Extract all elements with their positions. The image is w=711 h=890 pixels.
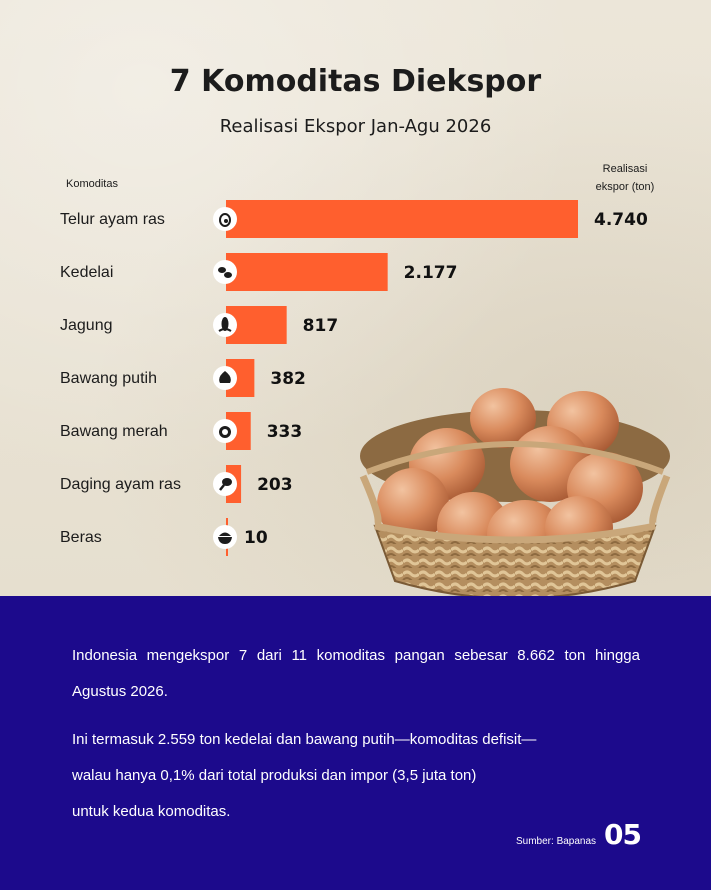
shallot-icon <box>213 419 237 443</box>
value-label: 333 <box>267 422 303 442</box>
bar <box>226 200 578 238</box>
chart-subtitle: Realisasi Ekspor Jan-Agu 2026 <box>219 116 492 137</box>
value-column-header: Realisasi ekspor (ton) <box>580 160 670 196</box>
category-label: Bawang merah <box>60 423 168 440</box>
bar <box>226 253 388 291</box>
egg-basket-illustration <box>359 388 671 622</box>
category-column-header: Komoditas <box>66 178 118 190</box>
summary-paragraph-1: Indonesia mengekspor 7 dari 11 komoditas… <box>72 647 640 700</box>
value-header-line1: Realisasi <box>602 163 648 175</box>
soybean-icon <box>213 260 237 284</box>
egg-icon <box>213 207 237 231</box>
footer-panel <box>0 596 711 890</box>
category-label: Telur ayam ras <box>60 211 165 228</box>
category-label: Daging ayam ras <box>60 476 181 493</box>
paragraph-2-line-2: walau hanya 0,1% dari total produksi dan… <box>72 767 477 784</box>
chicken-leg-icon <box>213 472 237 496</box>
value-header-line2: ekspor (ton) <box>595 181 655 193</box>
value-label: 2.177 <box>404 263 458 283</box>
value-label: 10 <box>244 528 268 548</box>
garlic-icon <box>213 366 237 390</box>
paragraph-2-line-3: untuk kedua komoditas. <box>72 803 231 820</box>
paragraph-2-line-1: Ini termasuk 2.559 ton kedelai dan bawan… <box>72 731 537 748</box>
page-number: 05 <box>604 818 642 851</box>
bar-chart: Telur ayam ras 4.740 Kedelai 2.177 Jagung 817… <box>60 200 648 556</box>
summary-paragraph-2: Ini termasuk 2.559 ton kedelai dan bawan… <box>72 722 640 830</box>
corn-icon <box>213 313 237 337</box>
value-label: 4.740 <box>594 210 648 230</box>
value-label: 203 <box>257 475 293 495</box>
category-label: Kedelai <box>60 264 113 281</box>
source-note: Sumber: Bapanas <box>516 836 597 847</box>
value-label: 382 <box>270 369 306 389</box>
category-label: Jagung <box>60 317 113 334</box>
rice-bowl-icon <box>213 525 237 549</box>
value-label: 817 <box>303 316 339 336</box>
chart-title: 7 Komoditas Diekspor <box>169 64 542 99</box>
category-label: Beras <box>60 529 102 546</box>
category-label: Bawang putih <box>60 370 157 387</box>
